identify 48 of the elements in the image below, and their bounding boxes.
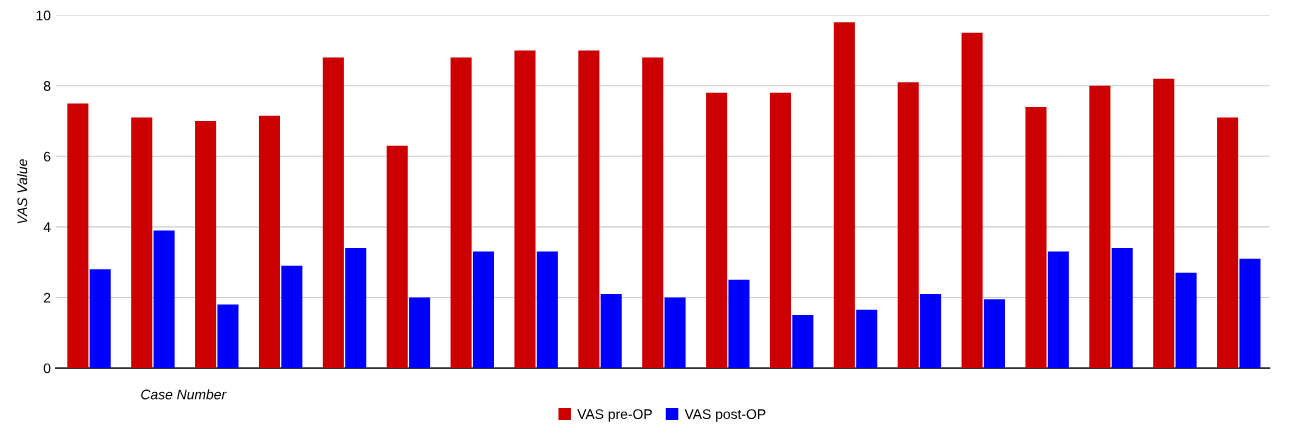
bar — [1111, 248, 1133, 369]
y-tick-label: 10 — [36, 10, 51, 21]
bar — [514, 50, 536, 369]
bar — [67, 103, 89, 369]
bar — [131, 117, 153, 369]
bar — [89, 269, 111, 369]
bar — [706, 92, 728, 369]
bar — [664, 297, 686, 369]
bar — [1175, 272, 1197, 369]
bar — [856, 309, 878, 369]
bar — [961, 32, 983, 369]
bar — [345, 248, 367, 369]
bar — [920, 293, 942, 369]
bar — [728, 279, 750, 369]
bar — [1025, 106, 1047, 369]
bar — [897, 82, 919, 369]
y-axis-title: VAS Value — [17, 159, 28, 224]
bar — [1239, 258, 1261, 369]
bar — [258, 115, 281, 369]
bar — [1153, 78, 1175, 369]
bar — [600, 293, 622, 369]
legend-label: VAS post-OP — [684, 409, 766, 422]
bar — [578, 50, 600, 369]
x-axis-title: Case Number — [141, 389, 227, 400]
bar — [769, 92, 792, 369]
y-tick-label: 2 — [43, 292, 51, 303]
bar — [450, 57, 472, 369]
bar — [536, 251, 558, 369]
bar — [153, 230, 175, 369]
y-tick-label: 8 — [43, 81, 51, 91]
bar — [195, 121, 217, 369]
y-tick-label: 0 — [43, 363, 51, 374]
bar — [792, 315, 814, 369]
bar — [983, 299, 1005, 369]
bar — [281, 265, 303, 369]
bar — [1089, 85, 1111, 369]
bar — [217, 304, 239, 369]
bar — [409, 297, 431, 369]
y-tick-label: 4 — [43, 222, 51, 232]
bar — [472, 251, 494, 369]
bar — [386, 145, 408, 369]
legend-label: VAS pre-OP — [577, 409, 652, 422]
bar — [1047, 251, 1069, 369]
y-tick-label: 6 — [43, 151, 51, 162]
bar — [322, 57, 344, 369]
bar — [1217, 117, 1239, 369]
bar — [642, 57, 664, 369]
bar — [833, 22, 855, 369]
